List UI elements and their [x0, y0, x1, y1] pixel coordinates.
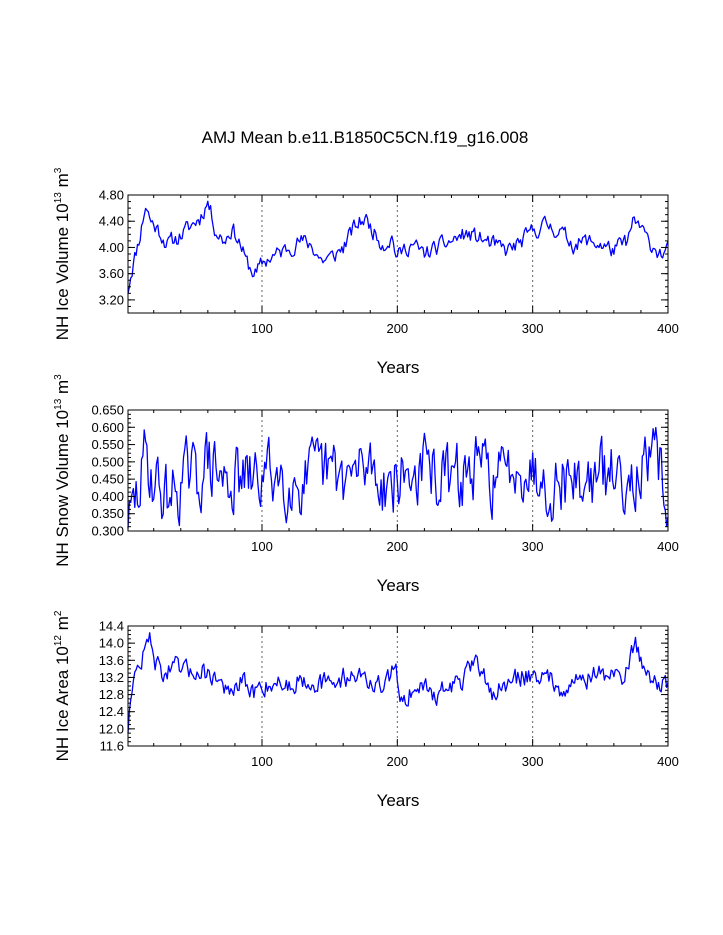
y-axis-label-text: NH Ice Area 10 — [53, 646, 72, 761]
figure-title: AMJ Mean b.e11.B1850C5CN.f19_g16.008 — [202, 128, 529, 147]
y-tick-label: 0.650 — [91, 403, 124, 418]
snow-volume-series-line — [127, 426, 669, 529]
panel-ice-area: 11.6 12.0 12.4 12.8 13.2 13.6 14.0 14.4 100 200 3… — [53, 610, 679, 810]
x-axis-label: Years — [377, 358, 420, 377]
y-tick-label: 13.2 — [99, 670, 124, 685]
y-axis-ticks: 3.20 3.60 4.00 4.40 4.80 — [99, 188, 668, 314]
y-axis-label-unit-exponent: 3 — [53, 167, 64, 173]
x-tick-label: 200 — [386, 539, 408, 554]
y-axis-label-unit: m — [53, 380, 72, 399]
y-tick-label: 0.450 — [91, 472, 124, 487]
y-axis-label-unit-exponent: 2 — [53, 610, 64, 616]
y-tick-label: 0.300 — [91, 524, 124, 539]
y-tick-label: 11.6 — [100, 739, 124, 754]
y-axis-label-exponent: 12 — [53, 635, 64, 647]
x-tick-label: 300 — [522, 539, 544, 554]
year-guides — [261, 626, 534, 746]
panel-ice-volume: 3.203.604.004.404.80 100 200 300 400 Years … — [53, 167, 679, 377]
x-axis-label: Years — [377, 576, 420, 595]
y-tick-label: 12.8 — [99, 687, 124, 702]
x-tick-label: 400 — [657, 539, 679, 554]
y-tick-label: 12.0 — [99, 721, 124, 736]
y-tick-label: 14.4 — [99, 619, 124, 634]
x-axis-ticks: 100 200 300 400 — [153, 626, 679, 769]
y-tick-label: 4.00 — [99, 240, 124, 255]
y-axis-label: NH Ice Volume 1013 m3 — [53, 167, 72, 340]
x-tick-label: 100 — [251, 754, 273, 769]
year-guides — [261, 410, 534, 531]
y-tick-label: 0.500 — [91, 454, 124, 469]
y-axis-label-exponent: 13 — [53, 192, 64, 204]
y-tick-label: 4.40 — [99, 214, 124, 229]
y-axis-ticks: 0.300 0.350 0.400 0.450 0.500 0.550 0.600 0.650 — [91, 403, 668, 539]
y-axis-label-unit: m — [53, 173, 72, 192]
x-tick-label: 100 — [251, 321, 273, 336]
y-tick-label: 3.20 — [99, 292, 124, 307]
y-tick-label: 3.60 — [99, 266, 124, 281]
panel-snow-volume: 0.300 0.350 0.400 0.450 0.500 0.550 0.600 0.650… — [53, 374, 679, 595]
x-tick-label: 400 — [657, 321, 679, 336]
y-axis-ticks: 11.6 12.0 12.4 12.8 13.2 13.6 14.0 14.4 — [99, 619, 668, 754]
x-tick-label: 100 — [251, 539, 273, 554]
x-tick-label: 300 — [522, 754, 544, 769]
x-axis-ticks: 100 200 300 400 — [153, 195, 679, 336]
y-tick-label: 13.6 — [99, 653, 124, 668]
ice-volume-series-line — [127, 200, 669, 294]
y-axis-label-unit-exponent: 3 — [53, 374, 64, 380]
y-tick-label: 0.600 — [91, 420, 124, 435]
y-axis-label: NH Snow Volume 1013 m3 — [53, 374, 72, 567]
y-axis-label-unit: m — [53, 616, 72, 635]
x-tick-label: 200 — [386, 321, 408, 336]
x-tick-label: 400 — [657, 754, 679, 769]
x-tick-label: 200 — [386, 754, 408, 769]
y-axis-label-text: NH Ice Volume 10 — [53, 203, 72, 340]
x-axis-ticks: 100 200 300 400 — [153, 410, 679, 554]
ice-area-series-line — [127, 632, 669, 734]
x-axis-label: Years — [377, 791, 420, 810]
y-tick-label: 14.0 — [99, 636, 124, 651]
x-tick-label: 300 — [522, 321, 544, 336]
y-tick-label: 0.400 — [91, 489, 124, 504]
y-tick-label: 0.350 — [91, 506, 124, 521]
y-tick-label: 0.550 — [91, 437, 124, 452]
y-tick-label: 12.4 — [99, 704, 124, 719]
y-axis-label-exponent: 13 — [53, 398, 64, 410]
y-axis-label: NH Ice Area 1012 m2 — [53, 610, 72, 761]
y-tick-label: 4.80 — [99, 188, 124, 203]
y-axis-label-text: NH Snow Volume 10 — [53, 410, 72, 567]
